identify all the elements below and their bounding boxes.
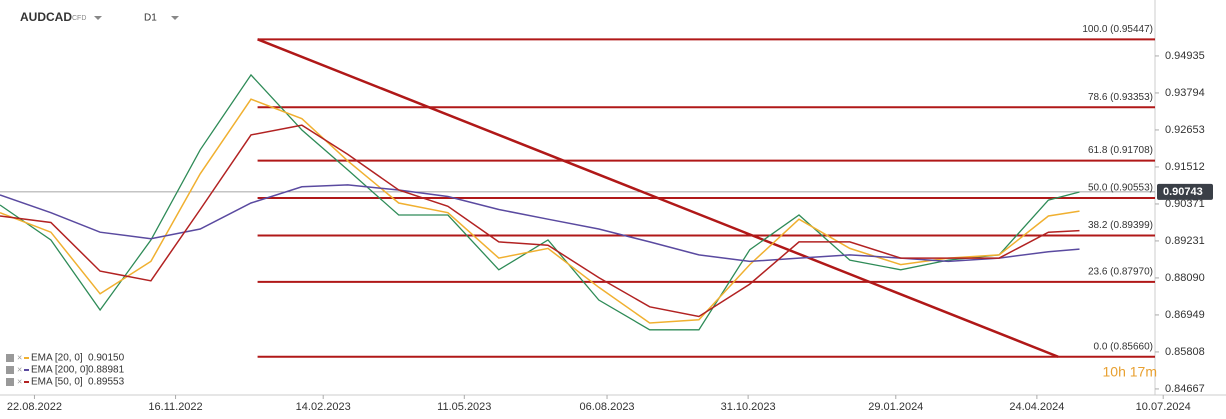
x-tick-label: 31.10.2023 bbox=[721, 401, 776, 413]
legend-close: × bbox=[17, 376, 22, 386]
timer: 10h 17m bbox=[1103, 364, 1157, 380]
legend-close: × bbox=[17, 352, 22, 362]
y-tick-label: 0.85808 bbox=[1165, 346, 1205, 358]
dropdown[interactable] bbox=[94, 16, 102, 20]
fib-label: 23.6 (0.87970) bbox=[1088, 266, 1153, 277]
last-price-box bbox=[1157, 183, 1213, 200]
fib-label: 100.0 (0.95447) bbox=[1082, 24, 1153, 35]
x-tick-label: 11.05.2023 bbox=[437, 401, 491, 413]
legend-close: × bbox=[17, 364, 22, 374]
legend-name: EMA [200, 0] bbox=[31, 365, 88, 376]
legend-value: 0.89553 bbox=[88, 377, 125, 388]
y-tick-label: 0.88090 bbox=[1165, 272, 1205, 284]
trendline bbox=[257, 38, 1059, 358]
x-tick-label: 29.01.2024 bbox=[868, 401, 923, 413]
y-tick-label: 0.84667 bbox=[1165, 383, 1205, 395]
y-tick-label: 0.86949 bbox=[1165, 309, 1205, 321]
legend-value: 0.88981 bbox=[88, 365, 125, 376]
ema-line bbox=[0, 98, 1080, 324]
y-tick-label: 0.89231 bbox=[1165, 235, 1205, 247]
x-tick-label: 24.04.2024 bbox=[1009, 401, 1064, 413]
y-tick-label: 0.91512 bbox=[1165, 161, 1205, 173]
interval[interactable]: D1 bbox=[144, 13, 157, 24]
y-tick-label: 0.93794 bbox=[1165, 87, 1205, 99]
x-tick-label: 16.11.2022 bbox=[148, 401, 202, 413]
fib-label: 0.0 (0.85660) bbox=[1094, 341, 1154, 352]
fib-label: 50.0 (0.90553) bbox=[1088, 183, 1153, 194]
legend-icon bbox=[6, 366, 14, 374]
dropdown[interactable] bbox=[171, 16, 179, 20]
legend-name: EMA [50, 0] bbox=[31, 377, 83, 388]
x-tick-label: 14.02.2023 bbox=[296, 401, 351, 413]
legend-swatch bbox=[24, 357, 29, 359]
ema-line bbox=[0, 124, 1080, 318]
x-tick-label: 22.08.2022 bbox=[7, 401, 62, 413]
y-tick-label: 0.90371 bbox=[1165, 198, 1205, 210]
legend-icon bbox=[6, 378, 14, 386]
fib-label: 38.2 (0.89399) bbox=[1088, 220, 1153, 231]
x-tick-label: 10.07.2024 bbox=[1136, 401, 1191, 413]
fib-label: 78.6 (0.93353) bbox=[1088, 92, 1153, 103]
price-line bbox=[0, 73, 1080, 331]
legend-name: EMA [20, 0] bbox=[31, 353, 83, 364]
instrument: CFD bbox=[72, 15, 86, 22]
last-price-label: 0.90743 bbox=[1163, 186, 1203, 198]
legend-value: 0.90150 bbox=[88, 353, 125, 364]
symbol[interactable]: AUDCAD bbox=[20, 10, 72, 24]
legend-icon bbox=[6, 354, 14, 362]
legend-swatch bbox=[24, 381, 29, 383]
x-tick-label: 06.08.2023 bbox=[580, 401, 635, 413]
fib-label: 61.8 (0.91708) bbox=[1088, 145, 1153, 156]
y-tick-label: 0.94935 bbox=[1165, 50, 1205, 62]
y-tick-label: 0.92653 bbox=[1165, 124, 1205, 136]
legend-swatch bbox=[24, 369, 29, 371]
